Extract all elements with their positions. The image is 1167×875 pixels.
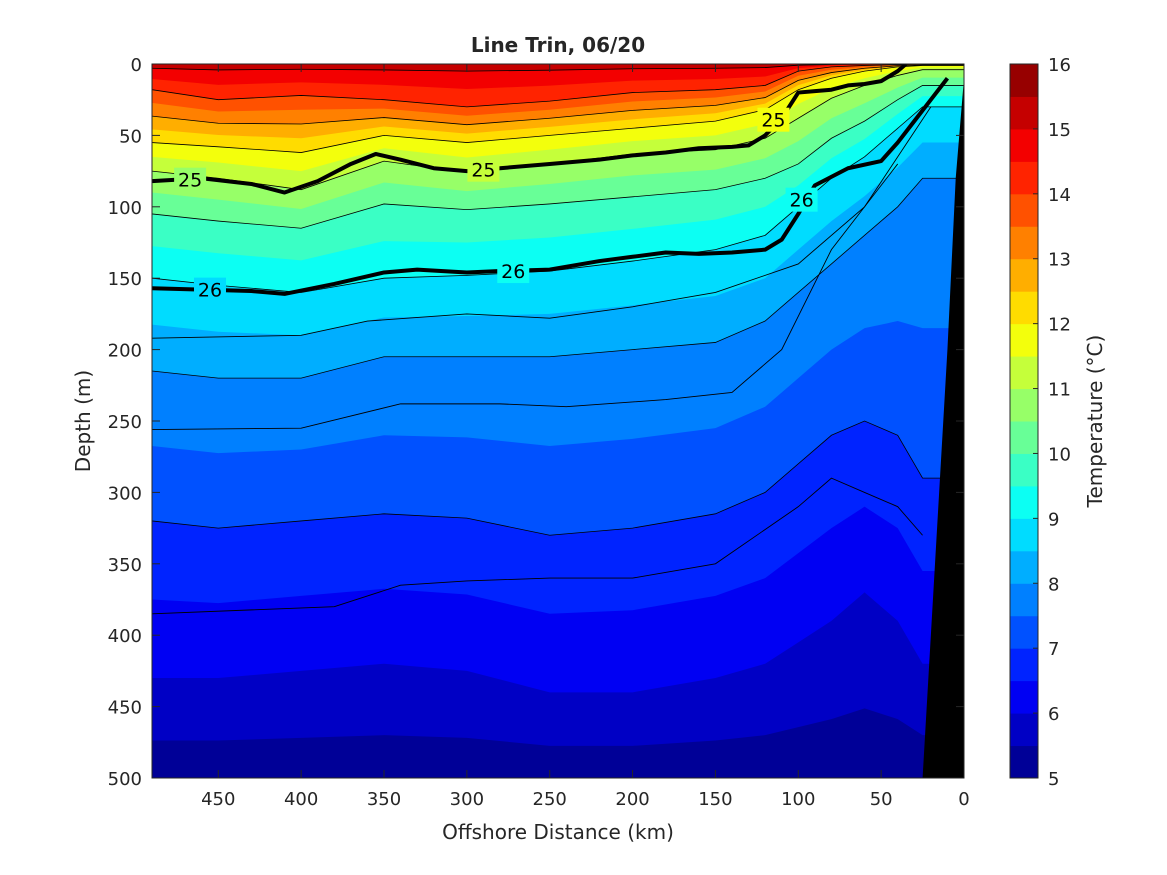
isotherm-line	[152, 420, 964, 536]
colorbar-band	[1010, 421, 1038, 454]
x-tick-label: 450	[201, 789, 235, 810]
colorbar-band	[1010, 745, 1038, 779]
contour-label: 25	[178, 170, 202, 192]
x-tick-label: 50	[870, 789, 893, 810]
colorbar-band	[1010, 226, 1038, 260]
density-contour-25	[152, 64, 908, 195]
colorbar-tick-label: 9	[1048, 509, 1059, 530]
thin-contours	[152, 64, 964, 615]
contour-label-bg	[174, 167, 207, 192]
colorbar-band	[1010, 64, 1038, 97]
labeled-contours	[152, 64, 950, 296]
contour-label-bg	[757, 107, 790, 132]
contour-label: 26	[790, 190, 814, 212]
isotherm-line	[152, 64, 964, 126]
density-contour-26	[152, 77, 950, 296]
contour-label: 25	[471, 160, 495, 182]
colorbar-band	[1010, 583, 1038, 617]
isotherm-line	[152, 177, 964, 379]
x-tick-label: 200	[615, 789, 649, 810]
isotherm-line	[152, 106, 964, 293]
colorbar-label: Temperature (°C)	[1083, 335, 1107, 509]
colorbar-tick-label: 10	[1048, 444, 1071, 465]
colorbar-band	[1010, 291, 1038, 325]
colorbar-band	[1010, 485, 1038, 519]
x-tick-label: 100	[781, 789, 815, 810]
colorbar-tick-label: 11	[1048, 380, 1071, 401]
colorbar-tick-label: 6	[1048, 704, 1059, 725]
colorbar-band	[1010, 258, 1038, 292]
y-tick-label: 100	[108, 198, 142, 219]
x-tick-label: 150	[698, 789, 732, 810]
y-axis: 0 50 100 150 200 250 300 350 400 450 500	[108, 55, 964, 790]
continental-shelf	[914, 64, 964, 778]
y-tick-label: 150	[108, 269, 142, 290]
colorbar-tick-label: 12	[1048, 315, 1071, 336]
contour-labels: 25 25 25 26 26 26	[174, 107, 818, 302]
colorbar-band	[1010, 615, 1038, 649]
colorbar-band	[1010, 323, 1038, 357]
colorbar-band	[1010, 193, 1038, 227]
colorbar-band	[1010, 453, 1038, 487]
y-axis-label: Depth (m)	[71, 370, 95, 472]
colorbar-frame	[1009, 63, 1039, 779]
fill-band	[152, 708, 964, 778]
density-contour-thin	[152, 163, 899, 431]
colorbar-band	[1010, 518, 1038, 552]
colorbar-band	[1010, 96, 1038, 130]
colorbar-tick-label: 7	[1048, 639, 1059, 660]
colorbar-tick-label: 8	[1048, 574, 1059, 595]
colorbar-band	[1010, 128, 1038, 162]
colorbar-band	[1010, 356, 1038, 390]
y-tick-label: 50	[119, 126, 142, 147]
colorbar-band	[1010, 713, 1038, 747]
shelf-bathymetry	[914, 64, 964, 778]
contour-label: 25	[761, 110, 785, 132]
isotherm-line	[152, 85, 964, 229]
chart-title: Line Trin, 06/20	[471, 33, 645, 57]
colorbar-band	[1010, 648, 1038, 682]
colorbar-band	[1010, 388, 1038, 422]
density-contour-thin	[152, 477, 923, 615]
contour-label-bg	[497, 259, 530, 284]
isotherm-line	[152, 65, 964, 153]
isotherm-line	[152, 64, 964, 108]
contour-label-bg	[467, 157, 500, 182]
y-tick-label: 400	[108, 626, 142, 647]
x-tick-label: 350	[367, 789, 401, 810]
y-tick-label: 300	[108, 483, 142, 504]
colorbar-tick-label: 14	[1048, 185, 1071, 206]
y-tick-label: 0	[131, 55, 142, 76]
colorbar-band	[1010, 161, 1038, 195]
x-tick-label: 300	[450, 789, 484, 810]
contour-label-bg	[785, 187, 818, 212]
x-axis-label: Offshore Distance (km)	[442, 820, 674, 844]
x-axis: 450 400 350 300 250 200 150 100 50 0	[201, 64, 970, 810]
contour-label-bg	[194, 277, 226, 302]
y-tick-label: 500	[108, 769, 142, 790]
colorbar-band	[1010, 680, 1038, 714]
y-tick-label: 350	[108, 555, 142, 576]
x-tick-label: 0	[958, 789, 969, 810]
y-tick-label: 450	[108, 698, 142, 719]
colorbar-tick-label: 15	[1048, 120, 1071, 141]
colorbar: 5 6 7 8 9 10 11 12 13 14 15 16	[1009, 55, 1071, 790]
fill-band	[152, 592, 964, 778]
colorbar-tick-label: 5	[1048, 769, 1059, 790]
density-contour-thin	[152, 106, 932, 339]
y-tick-label: 250	[108, 412, 142, 433]
colorbar-band	[1010, 550, 1038, 584]
x-tick-label: 400	[284, 789, 318, 810]
y-tick-label: 200	[108, 341, 142, 362]
colorbar-tick-label: 13	[1048, 250, 1071, 271]
contour-label: 26	[198, 280, 222, 302]
contour-label: 26	[501, 261, 525, 283]
colorbar-tick-label: 16	[1048, 55, 1071, 76]
x-tick-label: 250	[533, 789, 567, 810]
